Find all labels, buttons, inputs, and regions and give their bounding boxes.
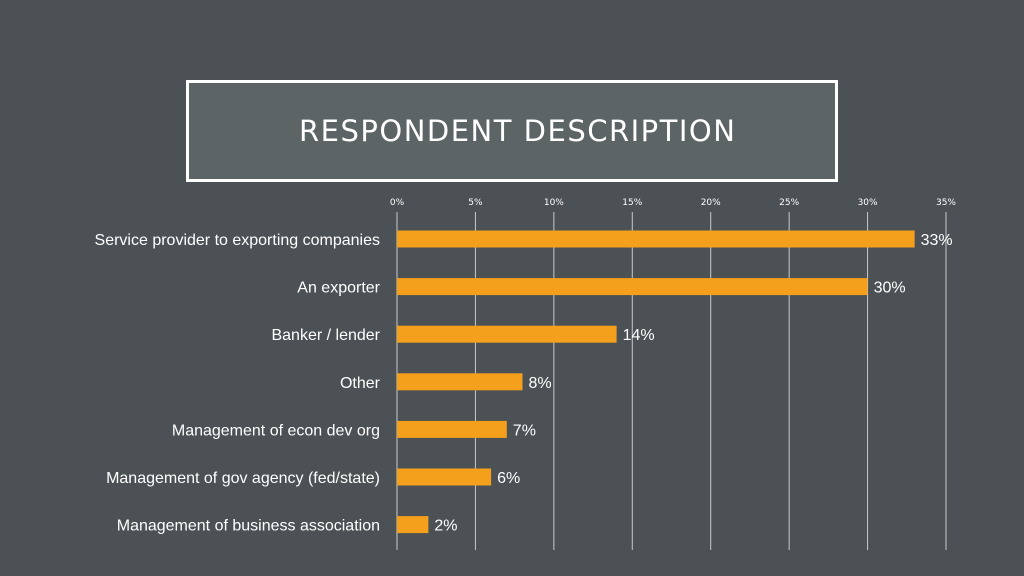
data-label: 7% [513, 422, 536, 439]
bar [397, 230, 915, 248]
x-tick-label: 15% [622, 198, 642, 208]
bar [397, 420, 507, 438]
data-label: 2% [434, 518, 457, 535]
bar [397, 516, 429, 534]
data-label: 8% [528, 375, 551, 392]
category-label: Management of business association [117, 518, 380, 535]
category-label: An exporter [297, 280, 380, 297]
x-tick-label: 25% [779, 198, 799, 208]
x-tick-label: 20% [701, 198, 721, 208]
data-label: 14% [623, 327, 655, 344]
bar [397, 468, 492, 486]
x-tick-label: 0% [390, 198, 405, 208]
data-label: 6% [497, 470, 520, 487]
bar [397, 373, 523, 391]
bar [397, 325, 617, 343]
x-tick-label: 10% [544, 198, 564, 208]
category-label: Service provider to exporting companies [95, 232, 380, 249]
slide-title: RESPONDENT DESCRIPTION [299, 114, 737, 148]
data-label: 33% [921, 232, 953, 249]
x-tick-label: 5% [468, 198, 483, 208]
bar [397, 278, 868, 296]
category-label: Management of gov agency (fed/state) [106, 470, 380, 487]
x-tick-label: 30% [858, 198, 878, 208]
category-label: Banker / lender [271, 327, 380, 344]
data-label: 30% [874, 280, 906, 297]
x-tick-label: 35% [936, 198, 956, 208]
category-label: Other [340, 375, 381, 392]
title-box: RESPONDENT DESCRIPTION [186, 80, 838, 182]
category-label: Management of econ dev org [172, 422, 380, 439]
